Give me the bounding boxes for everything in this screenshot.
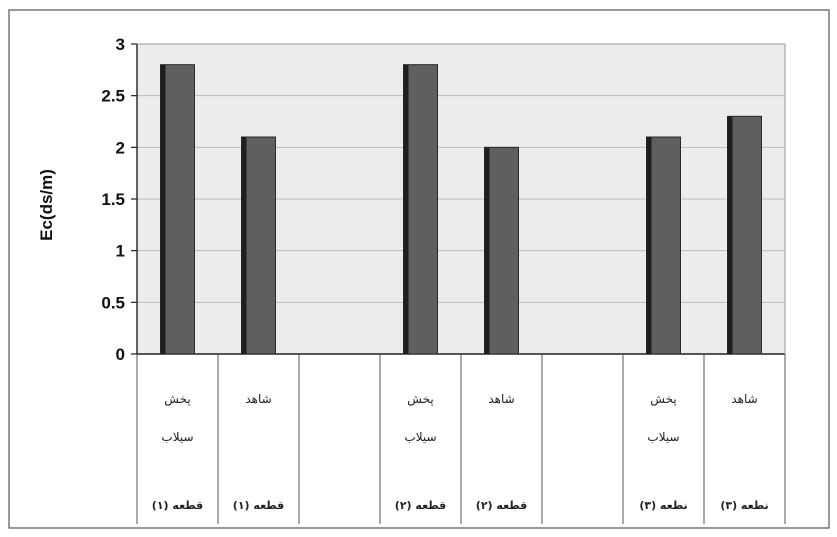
category-treatment-label: شاهد	[488, 392, 514, 406]
bar	[484, 146, 519, 355]
category-labels: پخش سیلاب قطعه (۱) شاهد قطعه (۱) پخش سیلاب قطعه…	[152, 392, 769, 512]
bars	[160, 64, 762, 355]
category-plot-label: نطعه (۳)	[720, 499, 768, 512]
bar	[241, 136, 276, 355]
category-treatment-label: پخش	[407, 392, 433, 407]
category-plot-label: قطعه (۲)	[476, 499, 527, 512]
y-tick-label: 1	[116, 242, 125, 261]
category-plot-label: قطعه (۱)	[152, 499, 203, 512]
category-treatment-label: شاهد	[245, 392, 271, 406]
bar-shade	[646, 137, 652, 354]
y-tick-label: 0.5	[101, 293, 125, 312]
category-grid	[136, 354, 786, 524]
category-treatment-label: سیلاب	[647, 430, 679, 444]
category-plot-label: قطعه (۱)	[233, 499, 284, 512]
bar-shade	[484, 147, 490, 354]
category-treatment-label: سیلاب	[404, 430, 436, 444]
y-tick-label: 0	[116, 345, 125, 364]
bar	[160, 64, 195, 355]
category-treatment-label: شاهد	[731, 392, 757, 406]
bar-shade	[160, 64, 166, 355]
bar	[403, 64, 438, 355]
y-tick-label: 2	[116, 138, 125, 157]
category-plot-label: نطعه (۳)	[639, 499, 687, 512]
bar	[727, 115, 762, 355]
category-treatment-label: پخش	[164, 392, 190, 407]
category-treatment-label: سیلاب	[161, 430, 193, 444]
y-axis-label: Ec(ds/m)	[37, 169, 56, 241]
bar	[646, 136, 681, 355]
bar-shade	[241, 137, 247, 354]
bar-shade	[727, 116, 733, 354]
y-tick-label: 3	[116, 35, 125, 54]
category-treatment-label: پخش	[650, 392, 676, 407]
category-plot-label: قطعه (۲)	[395, 499, 446, 512]
y-tick-label: 1.5	[101, 190, 125, 209]
bar-shade	[403, 64, 409, 355]
y-axis-ticks: 0 0.5 1 1.5 2 2.5 3	[101, 35, 137, 364]
y-tick-label: 2.5	[101, 87, 125, 106]
